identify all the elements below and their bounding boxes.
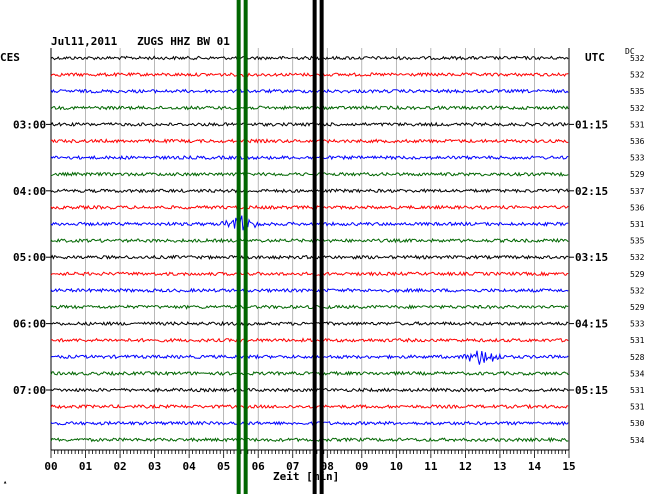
dc-value-label: 531 — [630, 336, 645, 345]
trace-row — [50, 254, 569, 261]
header-title: Jul11,2011 ZUGS HHZ BW 01 — [51, 35, 230, 48]
dc-value-label: 531 — [630, 403, 645, 412]
x-tick-label: 02 — [113, 460, 126, 473]
trace-row — [50, 204, 569, 211]
left-time-label: 06:00 — [13, 318, 46, 331]
x-tick-label: 11 — [424, 460, 438, 473]
trace-row — [50, 104, 569, 111]
dc-value-label: 532 — [630, 286, 645, 295]
dc-value-label: 533 — [630, 154, 645, 163]
markers — [236, 0, 324, 494]
trace-row — [50, 121, 569, 128]
marker-line-b — [319, 0, 324, 494]
trace-row — [50, 287, 569, 294]
trace-row — [50, 370, 569, 377]
left-time-label: 05:00 — [13, 251, 46, 264]
corner-mark-icon: ▴ — [3, 478, 8, 486]
trace-row — [50, 320, 569, 327]
trace-row — [50, 403, 569, 410]
labels: 00 01 02 03 04 05 06 07 08 09 10 11 12 13 14 15 532 532 53… — [13, 54, 645, 473]
dc-value-label: 532 — [630, 104, 645, 113]
dc-value-label: 532 — [630, 253, 645, 262]
dc-value-label: 536 — [630, 203, 645, 212]
grid — [46, 48, 574, 458]
dc-value-label: 531 — [630, 386, 645, 395]
dc-value-label: 532 — [630, 71, 645, 80]
trace-row — [50, 304, 569, 310]
right-time-label: 04:15 — [575, 318, 608, 331]
trace-row — [50, 154, 569, 161]
dc-value-label: 531 — [630, 120, 645, 129]
dc-value-label: 535 — [630, 87, 645, 96]
trace-row — [50, 55, 569, 61]
dc-value-label: 529 — [630, 170, 645, 179]
trace-row — [50, 270, 569, 277]
left-zone-label: CES — [0, 51, 20, 64]
trace-row — [50, 88, 569, 94]
trace-row — [50, 420, 569, 427]
date-label: Jul11,2011 — [51, 35, 118, 48]
trace-row — [50, 188, 569, 194]
dc-value-label: 537 — [630, 187, 645, 196]
left-time-label: 03:00 — [13, 118, 46, 131]
dc-value-label: 535 — [630, 237, 645, 246]
right-time-label: 02:15 — [575, 185, 608, 198]
trace-row — [50, 138, 569, 144]
x-tick-label: 07 — [286, 460, 299, 473]
trace-row — [50, 436, 569, 443]
x-tick-label: 15 — [562, 460, 575, 473]
left-time-label: 07:00 — [13, 384, 46, 397]
left-time-label: 04:00 — [13, 185, 46, 198]
dc-value-label: 533 — [630, 320, 645, 329]
dc-value-label: 534 — [630, 369, 645, 378]
dc-value-label: 530 — [630, 419, 645, 428]
x-tick-label: 01 — [79, 460, 93, 473]
dc-value-label: 529 — [630, 303, 645, 312]
x-tick-label: 00 — [44, 460, 57, 473]
station-label: ZUGS HHZ BW 01 — [137, 35, 230, 48]
x-tick-label: 09 — [355, 460, 368, 473]
trace-row — [50, 237, 569, 244]
trace-row — [50, 387, 569, 393]
trace-row — [50, 71, 569, 78]
right-time-label: 03:15 — [575, 251, 608, 264]
dc-value-label: 536 — [630, 137, 645, 146]
x-tick-label: 06 — [252, 460, 266, 473]
trace-row — [50, 337, 569, 343]
dc-value-label: 529 — [630, 270, 645, 279]
x-tick-label: 13 — [493, 460, 506, 473]
x-tick-label: 12 — [459, 460, 472, 473]
x-tick-label: 08 — [321, 460, 334, 473]
right-time-label: 01:15 — [575, 118, 608, 131]
dc-value-label: 531 — [630, 220, 645, 229]
dc-header: DC — [625, 47, 635, 56]
dc-value-label: 532 — [630, 54, 645, 63]
right-time-label: 05:15 — [575, 384, 608, 397]
x-tick-label: 10 — [390, 460, 403, 473]
traces — [50, 55, 569, 443]
trace-row — [50, 171, 569, 177]
trace-row — [50, 215, 569, 232]
marker-line-a — [236, 0, 241, 494]
x-tick-label: 03 — [148, 460, 161, 473]
dc-value-label: 528 — [630, 353, 645, 362]
right-zone-label: UTC — [585, 51, 605, 64]
x-tick-label: 14 — [528, 460, 542, 473]
x-tick-label: 04 — [183, 460, 197, 473]
dc-value-label: 534 — [630, 436, 645, 445]
marker-line-a — [312, 0, 317, 494]
x-tick-label: 05 — [217, 460, 230, 473]
marker-line-b — [243, 0, 248, 494]
x-axis-label: Zeit [min] — [273, 470, 340, 483]
trace-row — [50, 350, 569, 365]
